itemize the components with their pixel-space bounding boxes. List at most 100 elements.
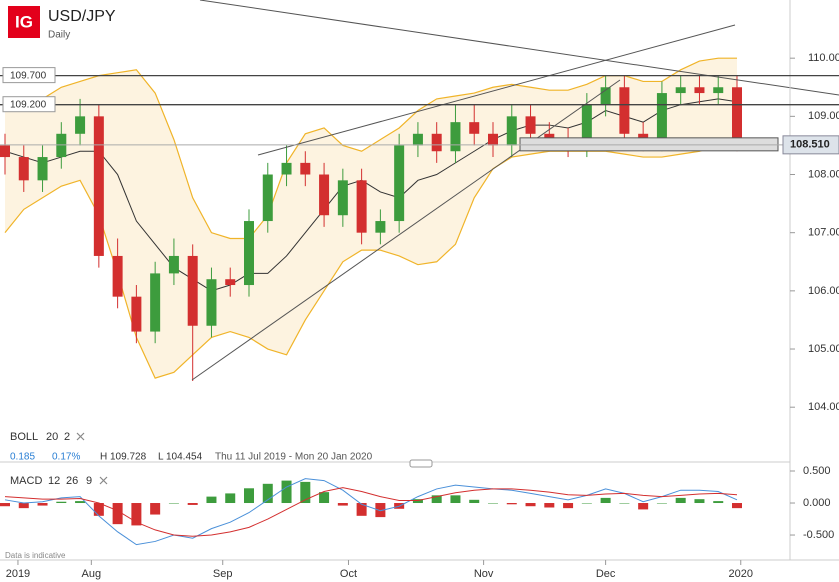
macd-bar bbox=[450, 495, 461, 504]
candle-body bbox=[356, 180, 367, 233]
x-tick-label: Aug bbox=[82, 568, 102, 580]
macd-bar bbox=[93, 503, 104, 516]
macd-bar bbox=[732, 503, 742, 509]
macd-bar bbox=[656, 503, 667, 504]
macd-bar bbox=[675, 497, 686, 504]
candle-body bbox=[300, 162, 311, 175]
level-box bbox=[2, 67, 56, 84]
macd-bar bbox=[281, 480, 292, 504]
indicator-param: 9 bbox=[86, 475, 92, 487]
trend-line bbox=[257, 24, 736, 156]
change-pct: 0.17% bbox=[52, 452, 80, 463]
footnote: Data is indicative bbox=[5, 551, 66, 560]
macd-bar bbox=[469, 499, 480, 504]
level-label: 109.200 bbox=[10, 99, 47, 110]
trend-line bbox=[199, 0, 839, 96]
x-tick-label: 2020 bbox=[729, 568, 753, 580]
candle-body bbox=[675, 87, 686, 94]
x-tick-label: Dec bbox=[596, 568, 616, 580]
y-tick-label: 109.000 bbox=[808, 110, 839, 122]
last-price-label: 108.510 bbox=[790, 139, 830, 151]
candle-body bbox=[225, 279, 236, 286]
candle-body bbox=[638, 133, 649, 140]
macd-bar bbox=[488, 503, 498, 504]
candle-body bbox=[131, 296, 142, 332]
candle-body bbox=[600, 87, 611, 105]
macd-bar bbox=[75, 501, 86, 504]
macd-bar bbox=[619, 503, 630, 504]
indicator-param: 26 bbox=[66, 475, 78, 487]
indicator-label: BOLL bbox=[10, 431, 38, 443]
candle-body bbox=[75, 116, 86, 134]
chart-title: USD/JPY bbox=[48, 8, 116, 25]
macd-bar bbox=[150, 503, 161, 515]
candle-body bbox=[694, 87, 705, 94]
candle-body bbox=[469, 122, 480, 134]
macd-bar bbox=[563, 503, 574, 509]
mark-layer bbox=[0, 75, 742, 382]
chart-subtitle: Daily bbox=[48, 30, 70, 41]
date-range: Thu 11 Jul 2019 - Mon 20 Jan 2020 bbox=[215, 452, 373, 463]
macd-bar bbox=[56, 501, 67, 504]
macd-bar bbox=[431, 495, 442, 504]
macd-bar bbox=[244, 488, 254, 504]
macd-bar bbox=[18, 503, 29, 509]
macd-bar bbox=[506, 503, 517, 505]
close-icon[interactable] bbox=[99, 476, 108, 485]
macd-bar bbox=[112, 503, 123, 525]
x-tick-label: Oct bbox=[340, 568, 357, 580]
candle-body bbox=[112, 255, 123, 297]
candle-body bbox=[37, 157, 48, 181]
candle-body bbox=[281, 162, 292, 175]
y-tick-label: 107.000 bbox=[808, 227, 839, 239]
candle-body bbox=[187, 255, 198, 326]
candle-body bbox=[168, 255, 179, 274]
indicator-label: MACD bbox=[10, 475, 42, 487]
macd-bar bbox=[206, 496, 217, 504]
macd-line bbox=[4, 478, 738, 546]
y-tick-label: 110.000 bbox=[808, 52, 839, 64]
candle-body bbox=[0, 145, 10, 158]
resize-handle[interactable] bbox=[409, 459, 433, 468]
candle-body bbox=[375, 221, 386, 233]
band-middle bbox=[4, 98, 738, 292]
candle-body bbox=[244, 221, 254, 286]
y-tick-label: -0.500 bbox=[803, 529, 834, 541]
x-tick-label: Sep bbox=[213, 568, 233, 580]
candle-body bbox=[262, 174, 273, 222]
macd-bar bbox=[412, 499, 423, 504]
macd-bar bbox=[319, 492, 330, 504]
x-tick-label: Nov bbox=[474, 568, 494, 580]
candle-body bbox=[431, 133, 442, 152]
band-lower bbox=[4, 139, 738, 379]
logo-text: IG bbox=[15, 12, 33, 31]
y-tick-label: 104.000 bbox=[808, 401, 839, 413]
trend-line bbox=[191, 79, 621, 381]
change: 0.185 bbox=[10, 452, 35, 463]
y-tick-label: 105.000 bbox=[808, 343, 839, 355]
candle-body bbox=[206, 279, 217, 326]
macd-bar bbox=[300, 481, 311, 504]
close-icon[interactable] bbox=[76, 432, 85, 441]
macd-bar bbox=[131, 503, 142, 526]
candle-body bbox=[93, 116, 104, 256]
indicator-param: 2 bbox=[64, 431, 70, 443]
macd-bar bbox=[713, 501, 724, 504]
macd-bar bbox=[694, 499, 705, 504]
logo bbox=[8, 6, 40, 38]
y-tick-label: 0.000 bbox=[803, 497, 831, 509]
low-value: 104.454 bbox=[166, 452, 203, 463]
low-label: L bbox=[158, 452, 164, 463]
level-label: 109.700 bbox=[10, 70, 47, 81]
candle-body bbox=[488, 133, 498, 146]
candle-body bbox=[544, 133, 555, 140]
candle-body bbox=[56, 133, 67, 158]
macd-bar bbox=[168, 503, 179, 504]
indicator-param: 20 bbox=[46, 431, 58, 443]
level-box bbox=[2, 96, 56, 113]
candle-body bbox=[619, 87, 630, 134]
y-tick-label: 108.000 bbox=[808, 168, 839, 180]
macd-bar bbox=[581, 503, 592, 504]
candle-body bbox=[412, 133, 423, 146]
